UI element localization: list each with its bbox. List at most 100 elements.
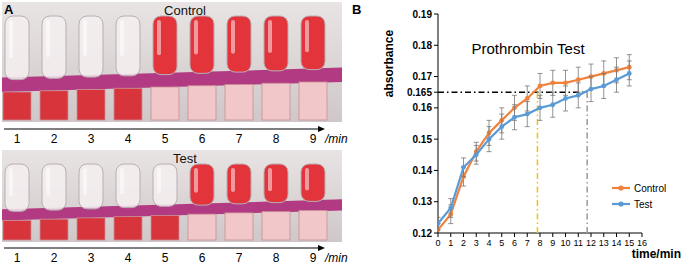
y-tick — [434, 170, 438, 171]
minute-label: 7 — [236, 132, 243, 146]
x-tick — [463, 233, 464, 237]
minute-label: 8 — [273, 132, 280, 146]
error-cap — [576, 107, 581, 108]
axis-arrow — [318, 126, 325, 132]
minute-label: 8 — [273, 251, 280, 265]
x-tick-label: 9 — [550, 238, 555, 248]
error-bar — [563, 86, 568, 111]
error-cap — [512, 95, 517, 96]
y-tick — [434, 14, 438, 15]
y-tick — [434, 201, 438, 202]
x-tick — [642, 233, 643, 237]
tube-vial — [42, 164, 66, 210]
plot-area — [438, 55, 632, 233]
y-tick — [434, 139, 438, 140]
glass-highlight — [305, 20, 309, 52]
x-tick — [629, 233, 630, 237]
series-marker — [474, 152, 479, 157]
error-cap — [550, 70, 555, 71]
tube-base — [3, 220, 31, 240]
time-axis — [4, 247, 319, 248]
panel-letter: B — [352, 2, 361, 17]
x-tick — [450, 233, 451, 237]
reference-line — [537, 92, 539, 233]
error-cap — [589, 101, 594, 102]
x-tick — [552, 233, 553, 237]
error-cap — [627, 60, 632, 61]
error-bar — [576, 83, 581, 108]
y-tick-label: 0.12 — [413, 228, 433, 239]
error-cap — [499, 114, 504, 115]
tube-vial — [190, 164, 214, 205]
error-cap — [461, 186, 466, 187]
y-tick-label: 0.13 — [413, 196, 433, 207]
series-marker — [538, 105, 543, 110]
reference-line — [438, 91, 587, 93]
y-axis — [438, 14, 439, 233]
tube-vial — [116, 16, 140, 76]
error-cap — [499, 139, 504, 140]
minute-label: 5 — [162, 132, 169, 146]
tube-base — [40, 91, 68, 120]
minute-label: 3 — [88, 251, 95, 265]
y-tick-label: 0.16 — [413, 102, 433, 113]
series-marker — [499, 124, 504, 129]
tube-vial — [153, 164, 177, 206]
series-marker — [525, 96, 530, 101]
glass-highlight — [46, 168, 50, 196]
error-bar — [538, 95, 543, 120]
chart-title: Prothrombin Test — [471, 40, 585, 57]
x-tick — [565, 233, 566, 237]
minute-label: 4 — [125, 251, 132, 265]
tube-base — [3, 92, 31, 120]
y-tick-label: 0.15 — [413, 134, 433, 145]
minute-label: 2 — [51, 251, 58, 265]
minute-label: 1 — [14, 251, 21, 265]
error-cap — [499, 107, 504, 108]
error-cap — [474, 142, 479, 143]
y-tick-label: 0.14 — [413, 165, 433, 176]
minute-label: 1 — [14, 132, 21, 146]
x-tick — [603, 233, 604, 237]
error-cap — [627, 54, 632, 55]
error-cap — [448, 223, 453, 224]
series-marker — [576, 93, 581, 98]
tube-vial — [264, 164, 288, 203]
x-tick-label: 0 — [435, 238, 440, 248]
y-tick-label: 0.19 — [413, 9, 433, 20]
tube-base — [262, 212, 290, 240]
error-cap — [538, 95, 543, 96]
unit-label: /min — [324, 132, 348, 146]
tube-vial — [5, 16, 29, 80]
x-tick-label: 13 — [599, 238, 609, 248]
figure: Control123456789/minTest123456789/minAB0… — [0, 0, 685, 268]
tube-base — [77, 90, 105, 121]
minute-label: 3 — [88, 132, 95, 146]
x-tick — [514, 233, 515, 237]
tube-vial — [227, 164, 251, 204]
tube-vial — [79, 16, 103, 77]
glass-highlight — [194, 20, 198, 54]
panel-b: B0.120.130.140.150.160.1650.170.180.1901… — [352, 2, 681, 261]
axis-arrow — [318, 245, 325, 251]
x-tick — [476, 233, 477, 237]
row-title: Test — [173, 151, 197, 166]
error-cap — [614, 92, 619, 93]
series-marker — [525, 112, 530, 117]
x-tick — [540, 233, 541, 237]
minute-label: 5 — [162, 251, 169, 265]
tube-base — [188, 214, 216, 240]
x-tick-label: 2 — [461, 238, 466, 248]
error-cap — [589, 64, 594, 65]
series-marker — [563, 80, 568, 85]
tube-vial — [116, 164, 140, 208]
error-cap — [550, 117, 555, 118]
series-marker — [438, 221, 440, 226]
tube-vial — [190, 16, 214, 73]
error-cap — [487, 126, 492, 127]
series-marker — [563, 96, 568, 101]
series-marker — [538, 84, 543, 89]
y-tick-label: 0.17 — [413, 71, 433, 82]
photo-background — [2, 150, 342, 242]
series-marker — [576, 77, 581, 82]
